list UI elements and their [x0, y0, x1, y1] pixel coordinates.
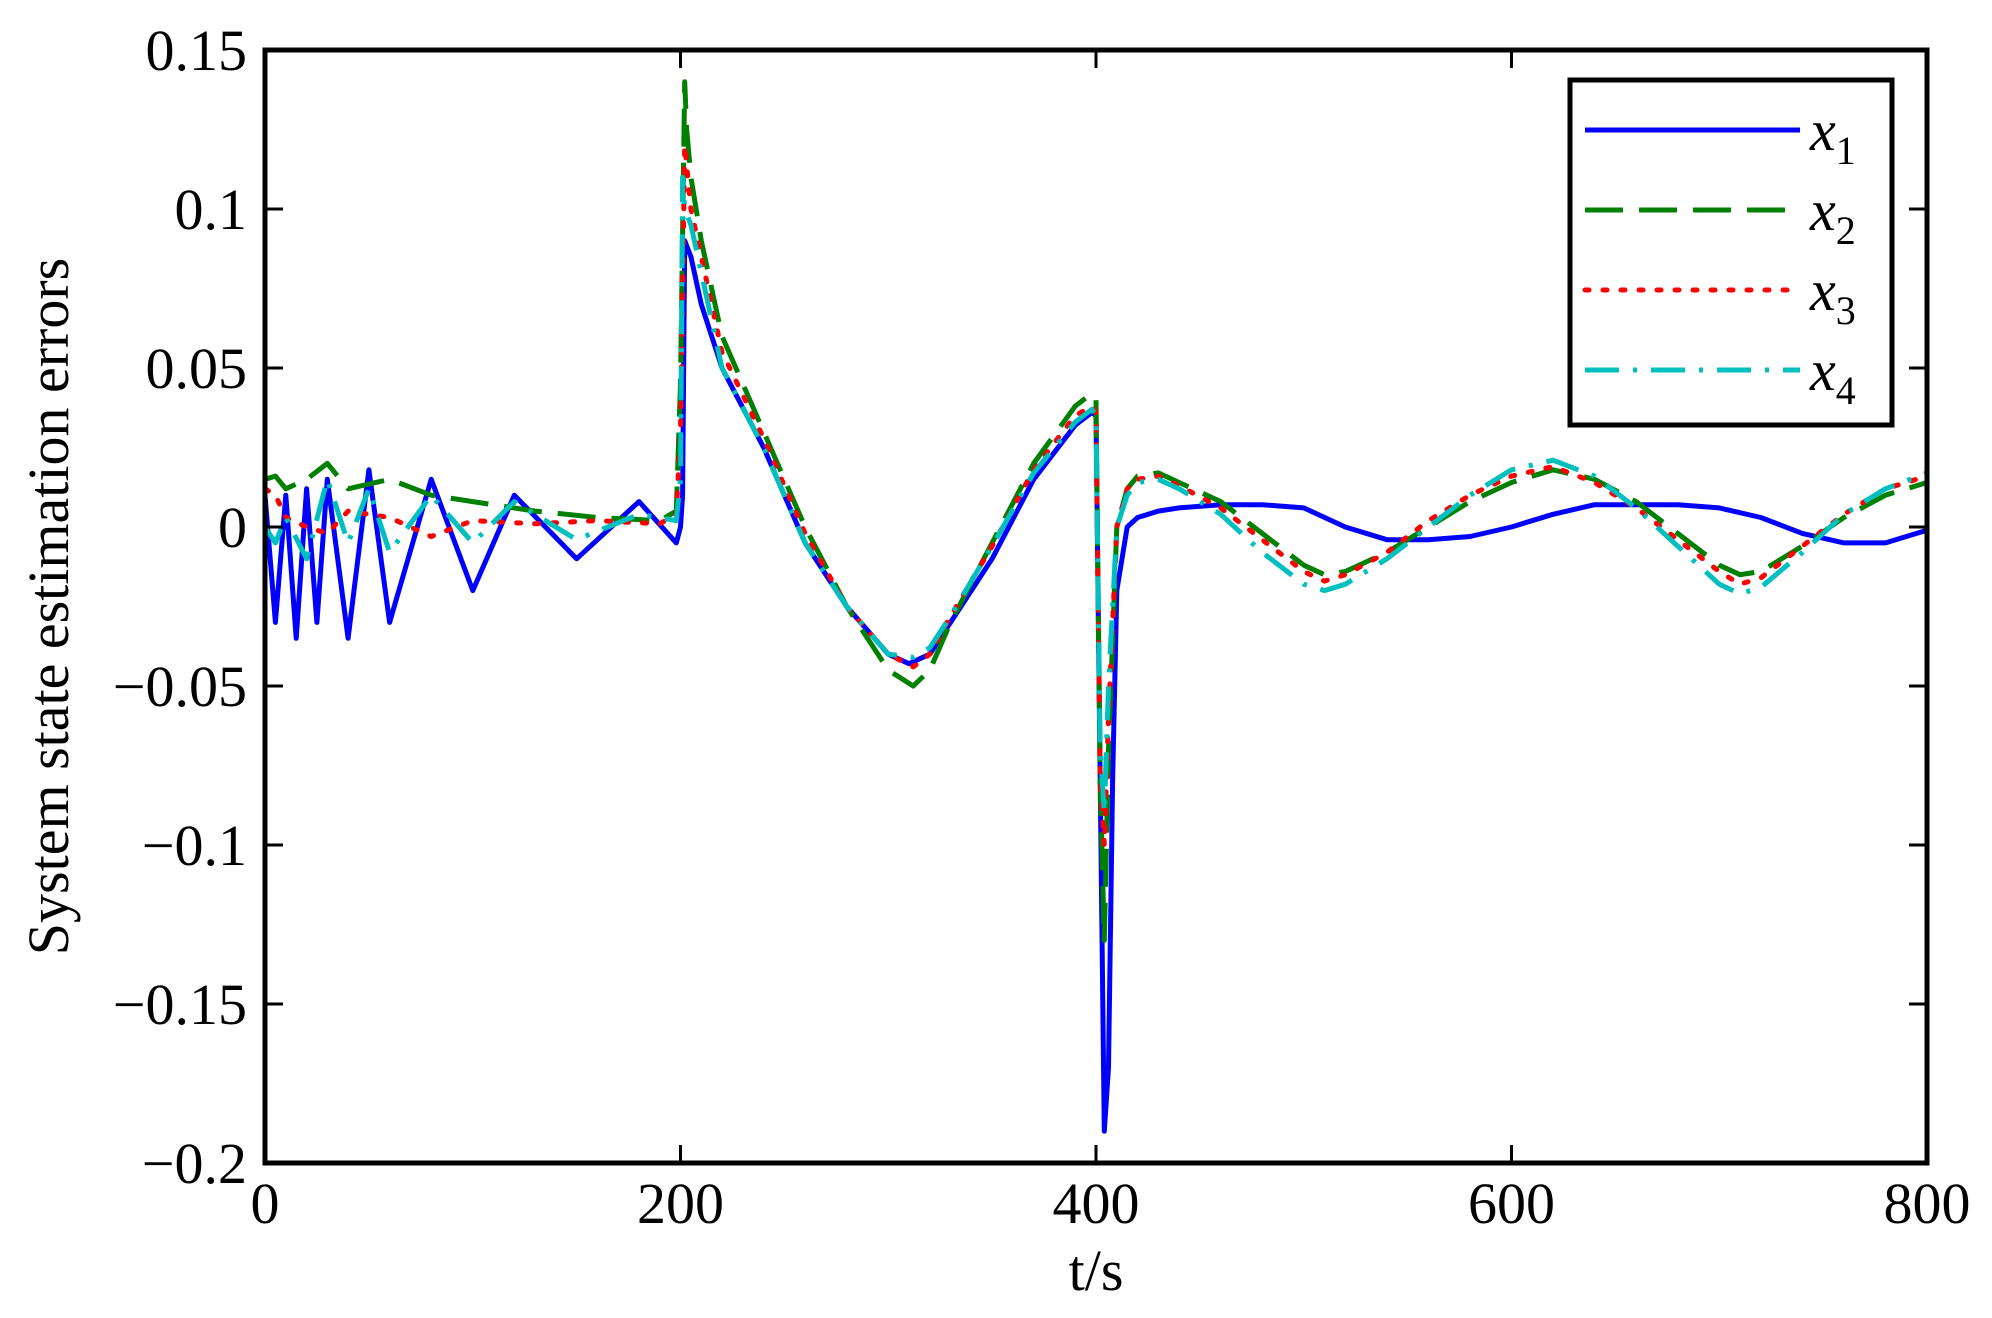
- y-tick-label: 0.15: [146, 18, 248, 83]
- x-tick-label: 400: [1053, 1171, 1140, 1236]
- tick-labels-layer: 0 200 400 600 800 −0.2 −0.15 −0.1 −0.05 0 0.05 0.1 0…: [113, 18, 1971, 1236]
- y-tick-label: −0.2: [142, 1131, 247, 1196]
- ticks-layer: [263, 48, 1929, 1165]
- y-axis-label: System state estimation errors: [16, 258, 81, 955]
- legend-label-1: x1: [1809, 98, 1856, 173]
- x-tick-label: 600: [1468, 1171, 1555, 1236]
- x-axis-label: t/s: [1069, 1238, 1124, 1303]
- y-tick-label: −0.05: [113, 654, 247, 719]
- legend-label-name: x: [1809, 338, 1836, 403]
- legend-label-2: x2: [1809, 178, 1856, 253]
- legend-label-4: x4: [1809, 338, 1856, 413]
- legend-label-subscript: 2: [1836, 208, 1856, 253]
- y-tick-label: 0.1: [175, 177, 248, 242]
- legend-label-subscript: 3: [1836, 288, 1856, 333]
- y-tick-label: −0.1: [142, 813, 247, 878]
- legend-label-3: x3: [1809, 258, 1856, 333]
- legend-label-name: x: [1809, 178, 1836, 243]
- legend-label-subscript: 4: [1836, 368, 1856, 413]
- legend-label-subscript: 1: [1836, 128, 1856, 173]
- x-tick-label: 800: [1884, 1171, 1971, 1236]
- series-layer: [262, 79, 1930, 1134]
- x-tick-label: 200: [637, 1171, 724, 1236]
- legend-label-name: x: [1809, 258, 1836, 323]
- x-tick-label: 0: [251, 1171, 280, 1236]
- series-line-4: [262, 174, 1928, 816]
- series-line-1: [262, 238, 1928, 1134]
- y-tick-label: 0: [218, 495, 247, 560]
- y-tick-label: 0.05: [146, 336, 248, 401]
- y-tick-label: −0.15: [113, 972, 247, 1037]
- legend-label-name: x: [1809, 98, 1836, 163]
